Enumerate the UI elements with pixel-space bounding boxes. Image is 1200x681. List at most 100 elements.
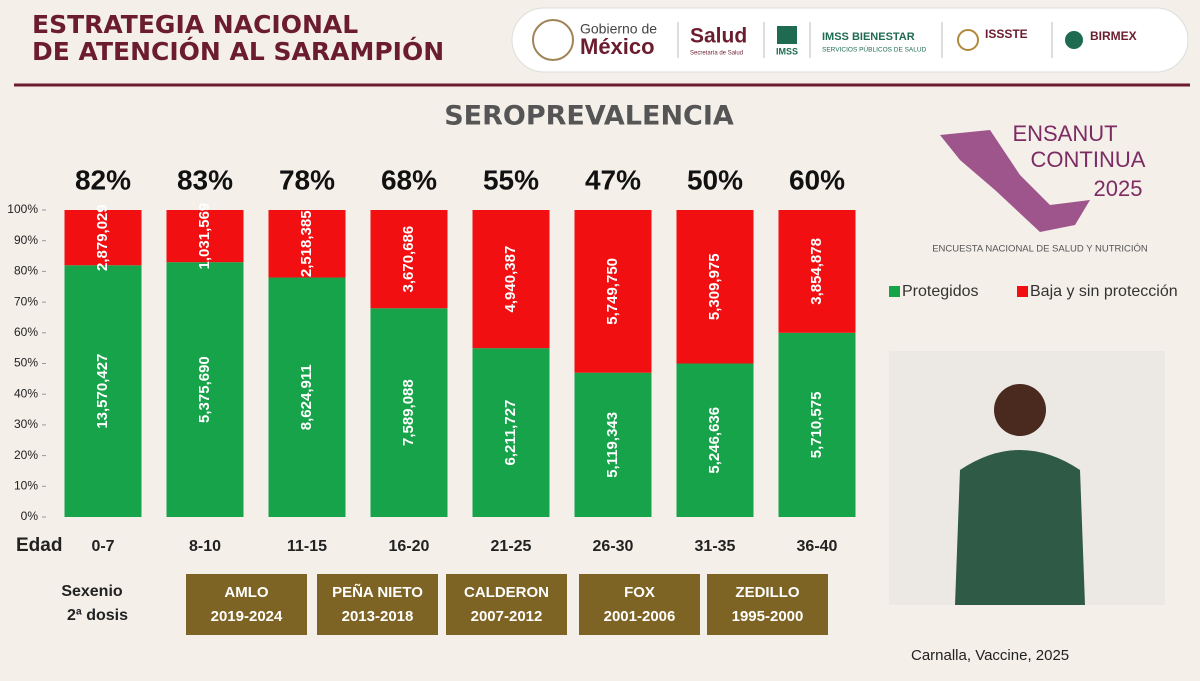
bar-segment xyxy=(676,363,754,517)
legend-label: Protegidos xyxy=(902,283,979,300)
logo-bar xyxy=(511,7,1189,73)
bar-segment xyxy=(268,210,346,278)
sexenio-years: 2001-2006 xyxy=(604,608,676,625)
count-label: 1,031,569 xyxy=(196,203,213,270)
sexenio-name: CALDERON xyxy=(464,584,549,601)
title-line: ESTRATEGIA NACIONAL xyxy=(32,10,358,39)
count-label: 5,119,343 xyxy=(604,412,621,478)
count-label: 6,211,727 xyxy=(502,400,519,466)
logo-text: México xyxy=(580,34,655,59)
value-label: 50% xyxy=(687,164,743,195)
logo-text: Gobierno de xyxy=(580,21,657,37)
logo-text: IMSS xyxy=(776,46,798,56)
ensanut-text: ENSANUT xyxy=(1012,121,1117,146)
sexenio-years: 1995-2000 xyxy=(732,608,804,625)
citation: Carnalla, Vaccine, 2025 xyxy=(911,647,1069,664)
legend-swatch xyxy=(1017,286,1028,297)
value-label: 78% xyxy=(279,164,335,195)
sexenio-box xyxy=(446,574,567,635)
count-label: 5,710,575 xyxy=(808,392,825,459)
count-label: 8,624,911 xyxy=(298,364,315,430)
logo-mark xyxy=(957,29,979,51)
legend-label: Baja y sin protección xyxy=(1030,283,1178,300)
logo-text: SERVICIOS PÚBLICOS DE SALUD xyxy=(822,45,927,54)
y-tick-label: 0% xyxy=(21,509,39,523)
bar-segment xyxy=(370,308,448,517)
legend-swatch xyxy=(889,286,900,297)
bar-segment xyxy=(778,210,856,333)
count-label: 3,670,686 xyxy=(400,226,417,293)
interpreter-head xyxy=(994,384,1046,436)
sexenio-box xyxy=(317,574,438,635)
bar-segment xyxy=(676,210,754,364)
bar-segment xyxy=(778,332,856,517)
y-tick-label: 40% xyxy=(14,386,38,400)
bar-segment xyxy=(166,262,244,517)
y-tick-label: 50% xyxy=(14,356,38,370)
bar-segment xyxy=(574,210,652,373)
bar-segment xyxy=(370,210,448,309)
count-label: 2,518,385 xyxy=(298,210,315,277)
x-tick-label: 26-30 xyxy=(593,538,634,555)
bar-segment xyxy=(64,265,142,517)
sexenio-years: 2007-2012 xyxy=(471,608,543,625)
count-label: 13,570,427 xyxy=(94,354,111,429)
count-label: 3,854,878 xyxy=(808,238,825,305)
sexenio-box xyxy=(186,574,307,635)
logo-text: ISSSTE xyxy=(985,27,1028,41)
ensanut-text: CONTINUA xyxy=(1031,147,1146,172)
y-tick-label: 90% xyxy=(14,233,38,247)
y-tick-label: 30% xyxy=(14,417,38,431)
sexenio-name: ZEDILLO xyxy=(735,584,799,601)
bar-segment xyxy=(64,210,142,266)
bar-segment xyxy=(166,210,244,263)
y-tick-label: 80% xyxy=(14,264,38,278)
sexenio-box xyxy=(579,574,700,635)
count-label: 5,749,750 xyxy=(604,258,621,325)
logo-seal xyxy=(532,19,574,61)
value-label: 60% xyxy=(789,164,845,195)
sexenio-name: PEÑA NIETO xyxy=(332,583,423,601)
title-line: DE ATENCIÓN AL SARAMPIÓN xyxy=(32,36,444,66)
count-label: 5,246,636 xyxy=(706,407,723,474)
bar-segment xyxy=(472,210,550,349)
sexenio-name: AMLO xyxy=(224,584,268,601)
ensanut-text: 2025 xyxy=(1094,176,1143,201)
y-tick-label: 20% xyxy=(14,448,38,462)
y-tick-label: 70% xyxy=(14,294,38,308)
sexenio-name: FOX xyxy=(624,584,655,601)
value-label: 82% xyxy=(75,164,131,195)
logo-mark xyxy=(777,26,797,44)
logo-text: BIRMEX xyxy=(1090,29,1137,43)
value-label: 83% xyxy=(177,164,233,195)
x-tick-label: 16-20 xyxy=(389,538,430,555)
y-tick-label: 100% xyxy=(7,202,38,216)
count-label: 5,309,975 xyxy=(706,253,723,320)
x-tick-label: 21-25 xyxy=(491,538,532,555)
logo-text: Salud xyxy=(690,25,747,48)
map-shape xyxy=(940,130,1090,232)
x-tick-label: 0-7 xyxy=(91,538,114,555)
bar-segment xyxy=(472,348,550,517)
sexenio-label: 2ª dosis xyxy=(67,607,128,624)
value-label: 55% xyxy=(483,164,539,195)
y-tick-label: 10% xyxy=(14,478,38,492)
count-label: 7,589,088 xyxy=(400,379,417,446)
bar-segment xyxy=(268,277,346,517)
count-label: 2,879,029 xyxy=(94,204,111,271)
logo-text: Secretaría de Salud xyxy=(690,51,743,57)
count-label: 4,940,387 xyxy=(502,246,519,313)
ensanut-subtitle: ENCUESTA NACIONAL DE SALUD Y NUTRICIÓN xyxy=(932,244,1148,255)
x-tick-label: 31-35 xyxy=(695,538,736,555)
sexenio-years: 2013-2018 xyxy=(342,608,414,625)
chart-title: SEROPREVALENCIA xyxy=(444,101,734,132)
sexenio-label: Sexenio xyxy=(61,583,123,600)
value-label: 47% xyxy=(585,164,641,195)
bar-segment xyxy=(574,372,652,517)
logo-text: IMSS BIENESTAR xyxy=(822,31,915,43)
sexenio-years: 2019-2024 xyxy=(211,608,283,625)
y-tick-label: 60% xyxy=(14,325,38,339)
count-label: 5,375,690 xyxy=(196,356,213,423)
